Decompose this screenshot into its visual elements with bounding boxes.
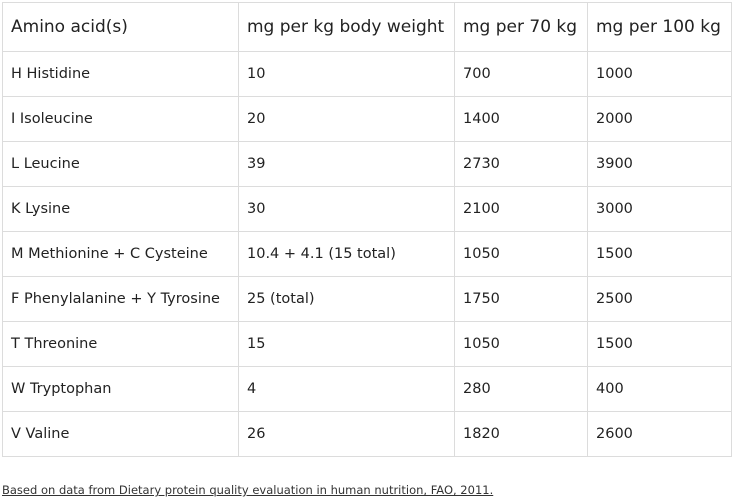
cell-mg-per-100kg: 1000 <box>587 51 732 97</box>
cell-mg-per-kg: 25 (total) <box>238 276 455 322</box>
cell-mg-per-70kg: 1050 <box>454 231 588 277</box>
cell-mg-per-kg: 26 <box>238 411 455 457</box>
table-row: K Lysine 30 2100 3000 <box>2 186 732 232</box>
header-mg-per-100kg: mg per 100 kg <box>587 2 732 52</box>
cell-mg-per-70kg: 280 <box>454 366 588 412</box>
table-row: H Histidine 10 700 1000 <box>2 51 732 97</box>
table-row: F Phenylalanine + Y Tyrosine 25 (total) … <box>2 276 732 322</box>
cell-amino-acid: M Methionine + C Cysteine <box>2 231 239 277</box>
cell-mg-per-100kg: 3900 <box>587 141 732 187</box>
cell-mg-per-100kg: 2500 <box>587 276 732 322</box>
header-row: Amino acid(s) mg per kg body weight mg p… <box>2 2 732 52</box>
cell-mg-per-kg: 10.4 + 4.1 (15 total) <box>238 231 455 277</box>
cell-mg-per-70kg: 1400 <box>454 96 588 142</box>
cell-amino-acid: T Threonine <box>2 321 239 367</box>
source-citation-link[interactable]: Based on data from Dietary protein quali… <box>2 483 494 497</box>
cell-mg-per-70kg: 1820 <box>454 411 588 457</box>
cell-mg-per-70kg: 1750 <box>454 276 588 322</box>
cell-amino-acid: K Lysine <box>2 186 239 232</box>
amino-acid-requirements-table: Amino acid(s) mg per kg body weight mg p… <box>2 2 732 457</box>
cell-mg-per-kg: 20 <box>238 96 455 142</box>
cell-amino-acid: H Histidine <box>2 51 239 97</box>
cell-mg-per-kg: 39 <box>238 141 455 187</box>
cell-mg-per-70kg: 2100 <box>454 186 588 232</box>
cell-mg-per-70kg: 700 <box>454 51 588 97</box>
table-header: Amino acid(s) mg per kg body weight mg p… <box>2 2 732 52</box>
header-mg-per-70kg: mg per 70 kg <box>454 2 588 52</box>
table-row: L Leucine 39 2730 3900 <box>2 141 732 187</box>
cell-amino-acid: F Phenylalanine + Y Tyrosine <box>2 276 239 322</box>
table-row: T Threonine 15 1050 1500 <box>2 321 732 367</box>
cell-mg-per-100kg: 1500 <box>587 321 732 367</box>
cell-mg-per-kg: 4 <box>238 366 455 412</box>
table-row: M Methionine + C Cysteine 10.4 + 4.1 (15… <box>2 231 732 277</box>
cell-mg-per-100kg: 400 <box>587 366 732 412</box>
table-row: V Valine 26 1820 2600 <box>2 411 732 457</box>
cell-amino-acid: V Valine <box>2 411 239 457</box>
cell-mg-per-100kg: 2600 <box>587 411 732 457</box>
cell-amino-acid: W Tryptophan <box>2 366 239 412</box>
cell-amino-acid: L Leucine <box>2 141 239 187</box>
cell-mg-per-kg: 15 <box>238 321 455 367</box>
cell-mg-per-kg: 30 <box>238 186 455 232</box>
header-mg-per-kg: mg per kg body weight <box>238 2 455 52</box>
table-body: H Histidine 10 700 1000 I Isoleucine 20 … <box>2 51 732 457</box>
cell-mg-per-kg: 10 <box>238 51 455 97</box>
cell-mg-per-100kg: 2000 <box>587 96 732 142</box>
cell-amino-acid: I Isoleucine <box>2 96 239 142</box>
cell-mg-per-70kg: 2730 <box>454 141 588 187</box>
cell-mg-per-100kg: 1500 <box>587 231 732 277</box>
header-amino-acid: Amino acid(s) <box>2 2 239 52</box>
table-row: I Isoleucine 20 1400 2000 <box>2 96 732 142</box>
table-row: W Tryptophan 4 280 400 <box>2 366 732 412</box>
cell-mg-per-70kg: 1050 <box>454 321 588 367</box>
cell-mg-per-100kg: 3000 <box>587 186 732 232</box>
